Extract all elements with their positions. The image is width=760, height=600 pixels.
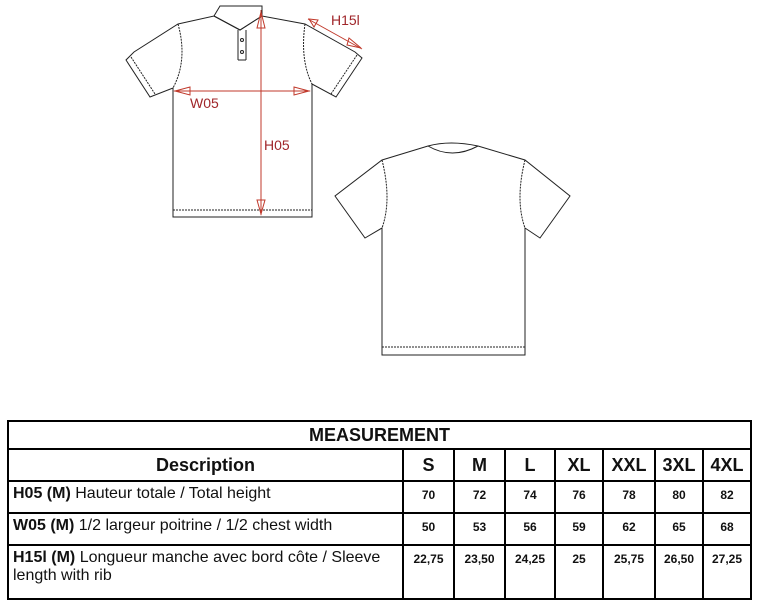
- description-header: Description: [7, 448, 404, 482]
- cell-value: 72: [453, 480, 506, 514]
- back-polo-drawing: [334, 142, 571, 356]
- size-header: XXL: [602, 448, 656, 482]
- cell-value: 76: [554, 480, 604, 514]
- measurement-table: MEASUREMENT Description S M L XL XXL 3XL…: [7, 420, 752, 600]
- size-header: L: [504, 448, 556, 482]
- cell-value: 59: [554, 512, 604, 546]
- size-header: XL: [554, 448, 604, 482]
- cell-value: 56: [504, 512, 556, 546]
- garment-drawings: [125, 5, 571, 356]
- row-description: H15l (M) Longueur manche avec bord côte …: [7, 544, 404, 600]
- cell-value: 26,50: [654, 544, 704, 600]
- cell-value: 53: [453, 512, 506, 546]
- table-row: W05 (M) 1/2 largeur poitrine / 1/2 chest…: [7, 512, 752, 546]
- h15l-label: H15l: [331, 12, 360, 28]
- h05-label: H05: [264, 137, 290, 153]
- cell-value: 25: [554, 544, 604, 600]
- cell-value: 50: [402, 512, 455, 546]
- size-header: M: [453, 448, 506, 482]
- row-description: W05 (M) 1/2 largeur poitrine / 1/2 chest…: [7, 512, 404, 546]
- cell-value: 62: [602, 512, 656, 546]
- measurement-arrows: [173, 10, 363, 216]
- w05-label: W05: [190, 95, 219, 111]
- size-header: 3XL: [654, 448, 704, 482]
- cell-value: 22,75: [402, 544, 455, 600]
- header-row: Description S M L XL XXL 3XL 4XL: [7, 448, 752, 482]
- front-polo-drawing: [125, 5, 363, 218]
- cell-value: 25,75: [602, 544, 656, 600]
- size-header: 4XL: [702, 448, 752, 482]
- cell-value: 65: [654, 512, 704, 546]
- table-title: MEASUREMENT: [7, 420, 752, 450]
- cell-value: 82: [702, 480, 752, 514]
- size-header: S: [402, 448, 455, 482]
- table-row: H15l (M) Longueur manche avec bord côte …: [7, 544, 752, 600]
- cell-value: 74: [504, 480, 556, 514]
- cell-value: 78: [602, 480, 656, 514]
- cell-value: 70: [402, 480, 455, 514]
- cell-value: 68: [702, 512, 752, 546]
- cell-value: 27,25: [702, 544, 752, 600]
- table-row: H05 (M) Hauteur totale / Total height 70…: [7, 480, 752, 514]
- cell-value: 24,25: [504, 544, 556, 600]
- cell-value: 23,50: [453, 544, 506, 600]
- row-description: H05 (M) Hauteur totale / Total height: [7, 480, 404, 514]
- cell-value: 80: [654, 480, 704, 514]
